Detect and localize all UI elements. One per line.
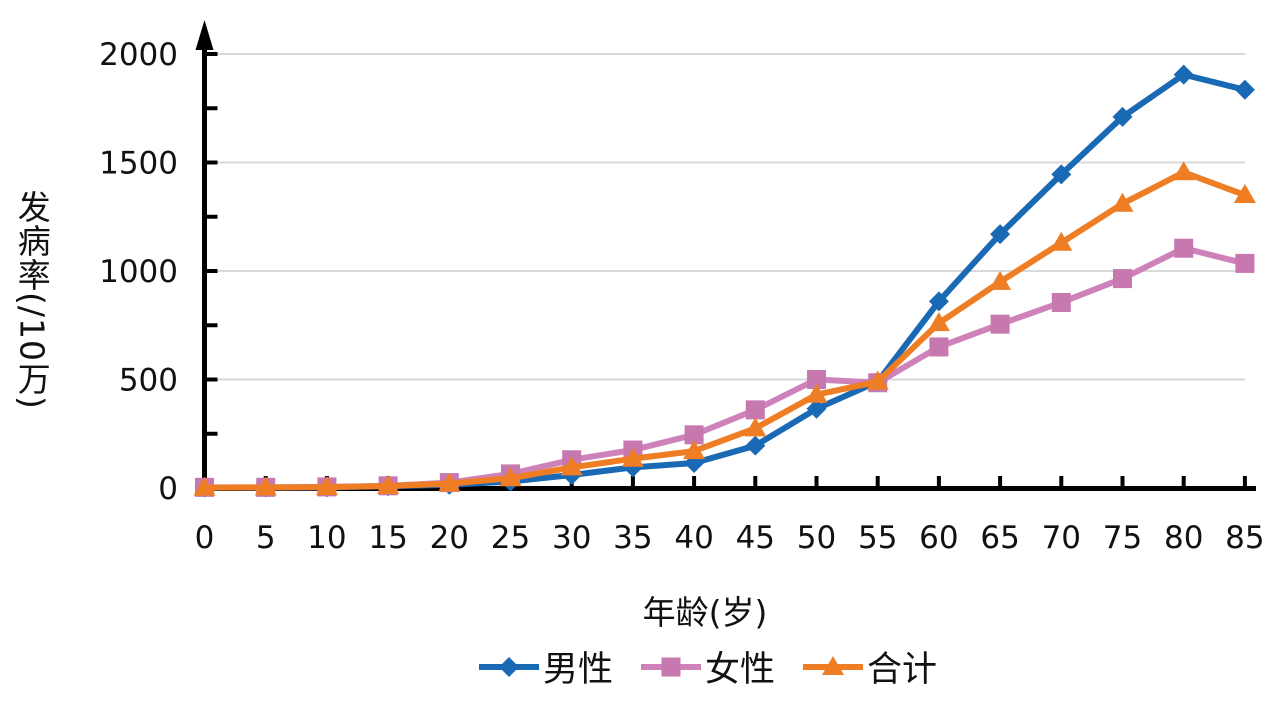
x-tick-label: 50: [797, 520, 836, 556]
series-total-marker: [927, 312, 950, 332]
series-female-marker: [1051, 292, 1071, 312]
y-axis-title: 发病率(/10万): [12, 190, 52, 410]
series-total-marker: [377, 475, 400, 495]
series-male-marker: [1173, 64, 1194, 85]
x-tick-label: 35: [613, 520, 652, 556]
legend-male-marker: [498, 656, 519, 677]
series-total-marker: [193, 476, 216, 496]
series-male-marker: [928, 291, 949, 312]
series-total-marker: [866, 370, 889, 390]
x-tick-label: 0: [195, 520, 215, 556]
series-female-marker: [807, 370, 826, 389]
x-tick-label: 30: [552, 520, 591, 556]
series-female-marker: [745, 400, 765, 420]
x-tick-label: 85: [1225, 520, 1264, 556]
y-tick-label: 0: [158, 471, 178, 507]
series-female-marker: [990, 314, 1010, 334]
x-tick-label: 60: [919, 520, 958, 556]
legend-triangle-icon: [803, 655, 863, 675]
series-female-marker: [1174, 238, 1194, 258]
x-tick-label: 10: [307, 520, 346, 556]
series-total-marker: [683, 440, 706, 460]
series-male-line: [204, 71, 1246, 491]
series-male-marker: [1112, 106, 1133, 127]
series-female: [195, 238, 1255, 497]
y-tick-label: 2000: [99, 37, 178, 73]
y-tick-label: 1000: [99, 254, 178, 290]
legend-label: 男性: [542, 650, 613, 690]
legend-label: 女性: [704, 650, 775, 690]
x-axis-title: 年龄(岁): [642, 593, 768, 632]
series-total-marker: [254, 476, 277, 496]
series-total-marker: [1050, 231, 1073, 251]
series-total: [193, 161, 1256, 496]
legend-item-female: 女性: [639, 641, 775, 692]
series-male-marker: [1051, 164, 1072, 185]
legend-label: 合计: [867, 650, 938, 690]
series-female-marker: [1235, 253, 1255, 273]
legend-square-icon: [640, 657, 701, 676]
series-total-marker: [560, 456, 583, 476]
series-female-marker: [929, 337, 949, 357]
x-tick-label: 15: [368, 520, 407, 556]
y-tick-label: 1500: [99, 146, 178, 182]
series-total-marker: [438, 472, 461, 492]
legend-item-total: 合计: [801, 641, 937, 692]
legend-female-marker: [661, 657, 681, 676]
legend-item-male: 男性: [477, 641, 613, 692]
x-tick-label: 20: [430, 520, 469, 556]
x-tick-label: 80: [1164, 520, 1203, 556]
series-male-marker: [990, 224, 1011, 245]
series-total-marker: [1172, 161, 1195, 181]
series-total-marker: [1233, 184, 1256, 204]
x-tick-label: 75: [1103, 520, 1142, 556]
y-tick-label: 500: [119, 363, 178, 399]
legend-total-marker: [822, 655, 844, 675]
series-total-marker: [499, 467, 522, 487]
series-total-line: [204, 169, 1246, 491]
series-male-marker: [1234, 79, 1255, 100]
x-tick-label: 70: [1042, 520, 1081, 556]
series-total-marker: [315, 476, 338, 496]
series-male-marker: [745, 435, 766, 456]
series-female-marker: [1113, 269, 1132, 289]
y-axis-arrow-icon: [195, 20, 214, 50]
series-total-marker: [805, 383, 828, 403]
series-total-marker: [744, 417, 767, 437]
series-male-marker: [806, 398, 827, 419]
series-total-marker: [989, 270, 1012, 290]
x-tick-label: 25: [491, 520, 530, 556]
x-tick-label: 45: [736, 520, 775, 556]
series-female-marker: [684, 425, 704, 445]
series-male: [194, 64, 1255, 498]
x-tick-label: 40: [674, 520, 713, 556]
series-total-marker: [1111, 192, 1134, 212]
legend-diamond-icon: [478, 656, 539, 677]
x-tick-label: 65: [980, 520, 1019, 556]
legend: 男性 女性 合计: [0, 641, 1280, 692]
x-tick-label: 55: [858, 520, 897, 556]
x-tick-label: 5: [256, 520, 276, 556]
series-total-marker: [621, 447, 644, 467]
